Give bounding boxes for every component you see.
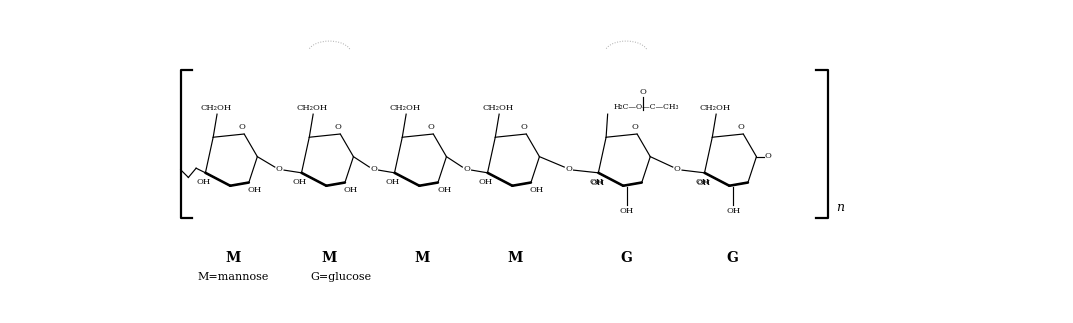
Text: OH: OH: [437, 186, 452, 194]
Text: O: O: [520, 123, 528, 131]
Text: G=glucose: G=glucose: [310, 272, 371, 282]
Text: O: O: [276, 165, 283, 172]
Text: OH: OH: [696, 179, 711, 187]
Text: O: O: [370, 165, 378, 172]
Text: CH₂OH: CH₂OH: [297, 104, 328, 112]
Text: OH: OH: [386, 178, 400, 186]
Text: CH₂OH: CH₂OH: [483, 104, 514, 112]
Text: OH: OH: [590, 178, 604, 186]
Text: M=mannose: M=mannose: [197, 272, 269, 282]
Text: OH: OH: [696, 178, 710, 186]
Text: OH: OH: [726, 207, 740, 215]
Text: G: G: [726, 251, 738, 265]
Text: O: O: [737, 123, 745, 131]
Text: O: O: [335, 123, 341, 131]
Text: OH: OH: [344, 186, 358, 194]
Text: OH: OH: [196, 178, 211, 186]
Text: CH₂OH: CH₂OH: [201, 104, 232, 112]
Text: O: O: [464, 165, 470, 172]
Text: M: M: [322, 251, 337, 265]
Text: O: O: [427, 123, 435, 131]
Text: M: M: [508, 251, 524, 265]
Text: OH: OH: [293, 178, 307, 186]
Text: O: O: [640, 88, 646, 96]
Text: OH: OH: [479, 178, 494, 186]
Text: G: G: [620, 251, 632, 265]
Text: OH: OH: [248, 186, 262, 194]
Text: n: n: [836, 201, 844, 214]
Text: OH: OH: [590, 179, 605, 187]
Text: O: O: [631, 123, 638, 131]
Text: M: M: [415, 251, 430, 265]
Text: O: O: [565, 165, 572, 172]
Text: H₂C—O—C—CH₃: H₂C—O—C—CH₃: [614, 103, 679, 111]
Text: OH: OH: [620, 207, 634, 215]
Text: CH₂OH: CH₂OH: [389, 104, 421, 112]
Text: O: O: [674, 165, 681, 172]
Text: M: M: [225, 251, 241, 265]
Text: O: O: [765, 152, 771, 160]
Text: O: O: [238, 123, 246, 131]
Text: OH: OH: [530, 186, 544, 194]
Text: CH₂OH: CH₂OH: [700, 104, 731, 112]
